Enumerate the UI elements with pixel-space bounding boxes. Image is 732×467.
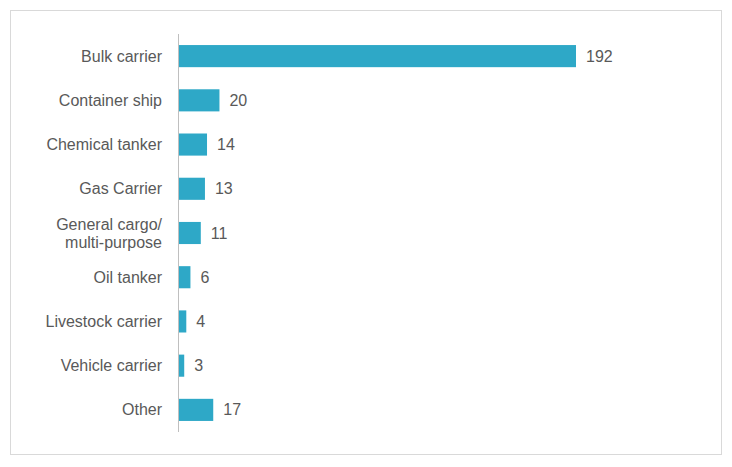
data-label: 17 — [223, 401, 241, 418]
bars — [178, 45, 576, 421]
bar — [178, 89, 219, 111]
bar — [178, 134, 207, 156]
bar — [178, 310, 186, 332]
category-label: Chemical tanker — [46, 136, 162, 153]
bar — [178, 399, 213, 421]
category-label: General cargo/multi-purpose — [56, 216, 162, 251]
labels: 192 Bulk carrier 20 Container ship 14 Chemica… — [46, 48, 613, 419]
category-label-line: Vehicle carrier — [61, 357, 163, 374]
chart-svg: 192 Bulk carrier 20 Container ship 14 Chemica… — [0, 0, 732, 467]
bar — [178, 222, 201, 244]
axis-line — [178, 34, 179, 432]
data-label: 13 — [215, 180, 233, 197]
chart-frame — [11, 11, 722, 455]
category-label-line: multi-purpose — [65, 234, 162, 251]
category-label-line: General cargo/ — [56, 216, 162, 233]
data-label: 20 — [229, 92, 247, 109]
category-label-line: Chemical tanker — [46, 136, 162, 153]
data-label: 6 — [200, 269, 209, 286]
category-label-line: Livestock carrier — [46, 313, 163, 330]
category-label: Oil tanker — [94, 269, 163, 286]
category-label-line: Container ship — [59, 92, 162, 109]
bar — [178, 178, 205, 200]
category-label: Gas Carrier — [79, 180, 162, 197]
data-label: 4 — [196, 313, 205, 330]
bar — [178, 45, 576, 67]
category-label-line: Other — [122, 401, 163, 418]
category-label-line: Bulk carrier — [81, 48, 163, 65]
category-label-line: Oil tanker — [94, 269, 163, 286]
category-label: Bulk carrier — [81, 48, 163, 65]
category-label: Container ship — [59, 92, 162, 109]
bar — [178, 266, 190, 288]
category-label: Livestock carrier — [46, 313, 163, 330]
data-label: 14 — [217, 136, 235, 153]
data-label: 3 — [194, 357, 203, 374]
category-label: Vehicle carrier — [61, 357, 163, 374]
chart-container: 192 Bulk carrier 20 Container ship 14 Chemica… — [0, 0, 732, 467]
data-label: 192 — [586, 48, 613, 65]
data-label: 11 — [211, 225, 228, 242]
category-label-line: Gas Carrier — [79, 180, 162, 197]
category-label: Other — [122, 401, 163, 418]
